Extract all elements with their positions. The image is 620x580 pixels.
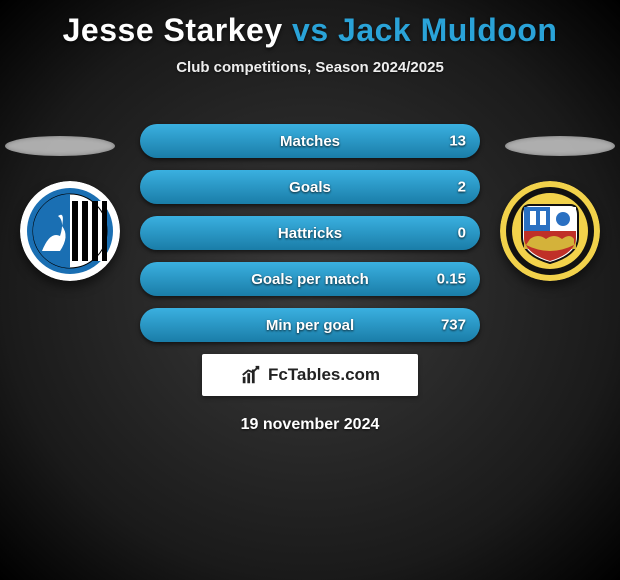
shadow-right: [505, 136, 615, 156]
stat-row: Goals per match 0.15: [140, 262, 480, 296]
player1-name: Jesse Starkey: [63, 12, 283, 48]
stat-label: Min per goal: [266, 317, 354, 334]
club-logo-left: [20, 181, 120, 281]
stat-row: Goals 2: [140, 170, 480, 204]
harrogate-logo-icon: [500, 181, 600, 281]
gillingham-logo-icon: [20, 181, 120, 281]
page-title: Jesse Starkey vs Jack Muldoon: [0, 0, 620, 49]
chart-icon: [240, 364, 262, 386]
stat-label: Hattricks: [278, 225, 342, 242]
stat-value-right: 0: [458, 225, 466, 242]
stat-value-right: 737: [441, 317, 466, 334]
stat-rows: Matches 13 Goals 2 Hattricks 0 Goals per match…: [140, 124, 480, 354]
stat-row: Min per goal 737: [140, 308, 480, 342]
stat-label: Goals per match: [251, 271, 369, 288]
club-logo-right: [500, 181, 600, 281]
branding-box: FcTables.com: [202, 354, 418, 396]
subtitle: Club competitions, Season 2024/2025: [0, 59, 620, 76]
stat-value-right: 2: [458, 179, 466, 196]
stat-value-right: 13: [449, 133, 466, 150]
date-text: 19 november 2024: [0, 416, 620, 434]
branding-text: FcTables.com: [268, 365, 380, 385]
stat-row: Matches 13: [140, 124, 480, 158]
vs-text: vs: [292, 12, 329, 48]
comparison-stage: Matches 13 Goals 2 Hattricks 0 Goals per match…: [0, 106, 620, 336]
stat-label: Goals: [289, 179, 331, 196]
player2-name: Jack Muldoon: [338, 12, 557, 48]
stat-row: Hattricks 0: [140, 216, 480, 250]
stat-label: Matches: [280, 133, 340, 150]
shadow-left: [5, 136, 115, 156]
stat-value-right: 0.15: [437, 271, 466, 288]
